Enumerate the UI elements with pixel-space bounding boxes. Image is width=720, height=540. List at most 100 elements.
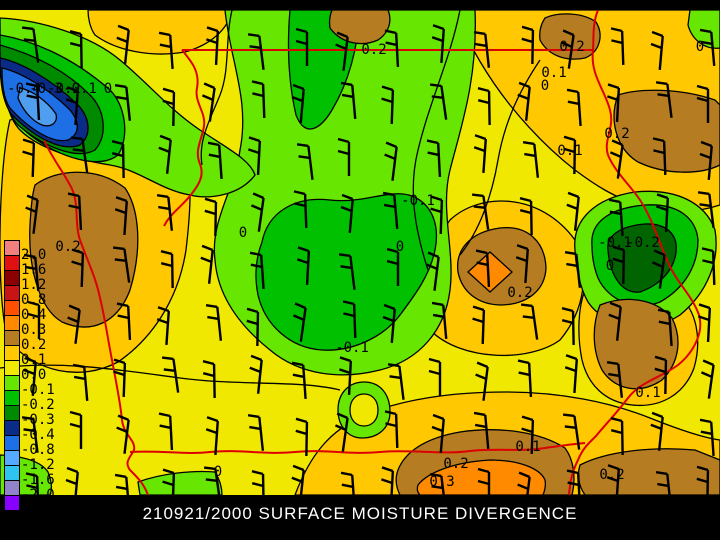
wind-barb: [382, 191, 399, 229]
wind-barb: [156, 193, 174, 231]
wind-barb: [295, 417, 309, 457]
wind-barb: [697, 191, 715, 228]
colorbar-segment: [5, 241, 19, 256]
colorbar-tick: -1.2: [21, 457, 55, 473]
colorbar-segment: [5, 376, 19, 391]
wind-barb: [69, 30, 83, 69]
wind-barb: [340, 471, 356, 495]
wind-barb: [251, 470, 265, 495]
wind-barb: [342, 300, 357, 339]
river-mississippi: [568, 10, 702, 495]
wind-barb: [563, 135, 577, 175]
wind-barb: [23, 356, 37, 396]
contour-label: 0: [606, 258, 614, 274]
wind-barb: [471, 193, 490, 230]
wind-barb: [162, 87, 176, 127]
wind-barb: [429, 83, 448, 120]
contour-label: -0.4: [7, 81, 41, 97]
colorbar-segment: [5, 361, 19, 376]
colorbar-segment: [5, 256, 19, 271]
wind-barb: [205, 416, 219, 455]
wind-barb: [114, 83, 132, 121]
contour-label: 0.1: [541, 65, 566, 81]
wind-barb: [700, 359, 715, 399]
wind-barb: [158, 31, 174, 69]
contour-line-ne-inner: [459, 59, 541, 256]
wind-barb: [384, 410, 399, 449]
wind-barb: [205, 303, 223, 341]
colorbar-segment: [5, 436, 19, 451]
wind-barb: [473, 411, 490, 449]
wind-barb: [699, 28, 716, 66]
wind-barb: [292, 302, 307, 342]
contour-label: -0.3: [29, 81, 63, 97]
wind-barb: [519, 197, 533, 236]
wind-barb: [428, 357, 442, 396]
colorbar-tick: 0.0: [21, 367, 47, 383]
wind-barb: [25, 82, 41, 121]
wind-barb: [249, 251, 265, 289]
wind-barb: [295, 27, 309, 66]
wind-barb: [114, 473, 131, 495]
colorbar-segment: [5, 421, 19, 436]
wind-barb: [386, 247, 400, 286]
wind-barb: [561, 307, 575, 346]
wind-barb: [23, 253, 40, 291]
wind-barb: [431, 301, 448, 339]
wind-barb: [608, 198, 624, 236]
wind-barb: [517, 81, 531, 121]
contour-line-sw-zero: [0, 364, 341, 391]
contour-label: -0.1: [63, 81, 97, 97]
wind-barb: [564, 250, 582, 288]
colorbar-tick: -0.2: [21, 397, 55, 413]
wind-barb: [203, 466, 222, 495]
colorbar-segment: [5, 331, 19, 346]
wind-barb: [247, 33, 265, 70]
colorbar-segment: [5, 451, 19, 466]
contour-label: 0.2: [55, 239, 80, 255]
wind-barb: [699, 418, 715, 456]
wind-barb: [521, 25, 535, 65]
wind-barb: [477, 87, 491, 126]
map-title: 210921/2000 SURFACE MOISTURE DIVERGENCE: [142, 504, 578, 523]
wind-barb: [387, 363, 405, 400]
wind-barb: [112, 246, 131, 283]
wind-barb: [291, 464, 305, 495]
contour-label: -0.2: [47, 81, 81, 97]
contour-label: 0: [214, 464, 222, 480]
wind-barb: [158, 412, 174, 451]
wind-barb: [655, 470, 673, 495]
river-missouri-across: [129, 442, 586, 454]
colorbar-tick: 2.0: [21, 247, 47, 263]
wind-barb: [25, 472, 40, 495]
wind-barb: [291, 83, 305, 123]
wind-barb: [610, 417, 624, 456]
wind-barb: [429, 473, 447, 495]
wind-barb: [340, 193, 354, 233]
contour-label: 0: [104, 81, 112, 97]
wind-barb: [566, 88, 582, 126]
wind-barb: [297, 246, 311, 286]
contour-region-green-central: [255, 193, 438, 351]
wind-barb: [426, 251, 440, 291]
wind-barb: [656, 193, 670, 233]
wind-barb: [67, 192, 83, 231]
top-black-strip: [0, 0, 720, 10]
wind-barb: [652, 137, 667, 176]
colorbar-segment: [5, 271, 19, 286]
colorbar-tick: -0.8: [21, 442, 55, 458]
wind-barb: [566, 191, 580, 231]
contour-region-orange-south-core: [416, 459, 547, 495]
wind-barb: [162, 468, 176, 495]
wind-barb: [517, 471, 531, 495]
wind-barb: [381, 85, 395, 125]
wind-barb: [21, 416, 39, 453]
wind-barb: [160, 250, 174, 289]
wind-barb: [475, 249, 491, 288]
contour-label: 0.1: [635, 385, 660, 401]
wind-barb: [698, 303, 712, 343]
wind-barb: [202, 360, 216, 399]
contour-region-brown-ne-small: [539, 13, 601, 60]
wind-barb: [430, 195, 444, 235]
colorbar-tick: -0.3: [21, 412, 55, 428]
